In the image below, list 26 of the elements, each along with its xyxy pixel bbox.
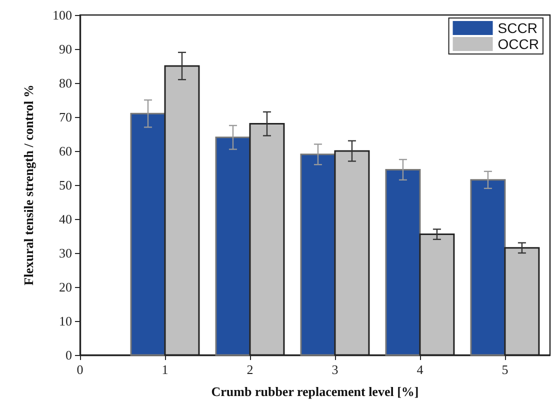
y-tick-label: 70: [59, 110, 72, 124]
legend-label: OCCR: [498, 36, 540, 52]
x-tick-label: 1: [162, 362, 168, 377]
x-tick-label: 4: [416, 362, 424, 377]
y-axis-title: Flexural tensile strength / control %: [21, 84, 36, 286]
y-tick-label: 0: [66, 348, 72, 362]
y-tick-label: 10: [59, 314, 72, 328]
y-tick-label: 50: [59, 178, 72, 192]
y-tick-label: 100: [52, 8, 72, 22]
y-tick-label: 40: [59, 212, 72, 226]
y-tick-label: 30: [59, 246, 72, 260]
y-tick-label: 60: [59, 144, 72, 158]
x-tick-label: 0: [76, 362, 84, 377]
bar: [300, 154, 336, 356]
bar: [470, 179, 506, 356]
y-tick-label: 90: [59, 42, 72, 56]
y-tick-label: 20: [59, 280, 72, 294]
bar: [215, 136, 251, 356]
y-tick-label: 80: [59, 76, 72, 90]
legend-label: SCCR: [498, 20, 538, 36]
bar: [385, 168, 421, 356]
x-tick-label: 3: [332, 362, 338, 377]
x-axis-title: Crumb rubber replacement level [%]: [211, 384, 419, 399]
x-tick-label: 5: [502, 362, 508, 377]
bar: [130, 112, 166, 356]
x-tick-label: 2: [246, 362, 254, 377]
